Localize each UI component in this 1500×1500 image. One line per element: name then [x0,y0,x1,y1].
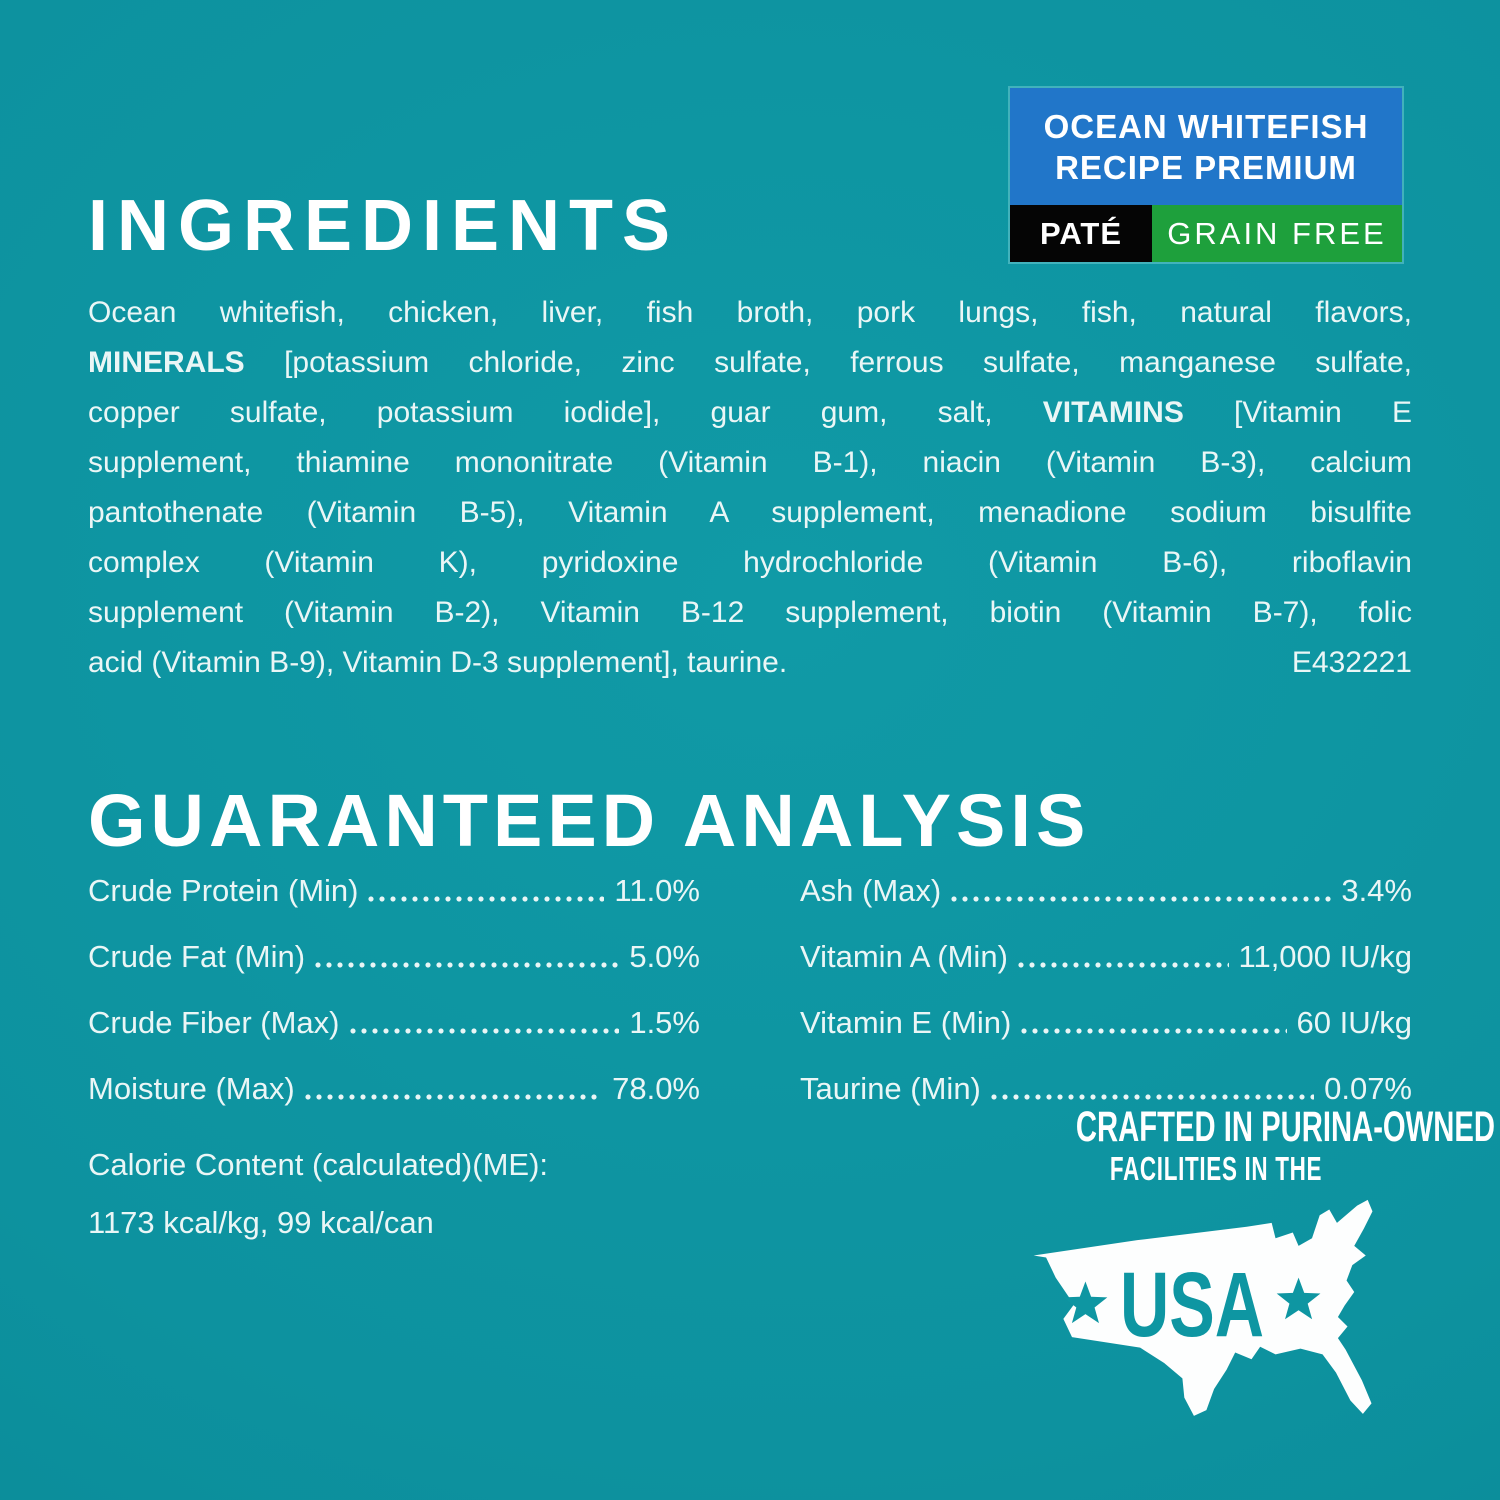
dotted-leader [951,895,1332,903]
dotted-leader [349,1027,620,1035]
analysis-row: Crude Protein (Min) 11.0% [88,872,700,910]
crafted-in-usa-block: CRAFTED IN PURINA-OWNED FACILITIES IN TH… [1010,1103,1496,1436]
analysis-label: Vitamin E (Min) [800,1005,1012,1040]
usa-label: USA [1120,1253,1264,1356]
formula-code: E432221 [1291,646,1412,679]
analysis-row: Ash (Max) 3.4% [800,872,1412,910]
dotted-leader [315,961,620,969]
calorie-content-values: 1173 kcal/kg, 99 kcal/can [88,1205,434,1240]
usa-map: USA [1033,1199,1373,1416]
recipe-badge-tags: PATÉ GRAIN FREE [1010,205,1402,262]
analysis-label: Crude Protein (Min) [88,873,359,908]
dotted-leader [368,895,605,903]
analysis-label: Crude Fat (Min) [88,939,306,974]
ingredients-text: Ocean whitefish, chicken, liver, fish br… [88,288,1412,688]
analysis-value: 11,000 IU/kg [1238,939,1412,974]
analysis-label: Moisture (Max) [88,1071,295,1106]
analysis-value: 1.5% [629,1005,700,1040]
crafted-line2: FACILITIES IN THE [1109,1150,1323,1187]
recipe-badge: OCEAN WHITEFISH RECIPE PREMIUM PATÉ GRAI… [1010,88,1402,262]
ingredients-last-line: acid (Vitamin B-9), Vitamin D-3 suppleme… [88,638,1412,688]
analysis-row: Vitamin E (Min) 60 IU/kg [800,1004,1412,1042]
recipe-title-banner: OCEAN WHITEFISH RECIPE PREMIUM [1010,88,1402,205]
analysis-row: Vitamin A (Min) 11,000 IU/kg [800,938,1412,976]
analysis-row: Moisture (Max) 78.0% [88,1070,700,1108]
analysis-value: 78.0% [612,1071,700,1106]
label-content: INGREDIENTS Ocean whitefish, chicken, li… [88,0,1412,1252]
ingredients-line: copper sulfate, potassium iodide], guar … [88,396,1412,429]
recipe-title-line1: OCEAN WHITEFISH [1043,107,1369,145]
grain-free-tag: GRAIN FREE [1152,205,1402,262]
calorie-content-label: Calorie Content (calculated)(ME): [88,1147,549,1182]
analysis-row: Crude Fiber (Max) 1.5% [88,1004,700,1042]
ingredients-line: Ocean whitefish, chicken, liver, fish br… [88,296,1412,329]
calorie-content: Calorie Content (calculated)(ME): 1173 k… [88,1136,1412,1252]
guaranteed-analysis-heading: GUARANTEED ANALYSIS [88,779,1091,862]
analysis-value: 11.0% [614,873,700,908]
ingredients-line: complex (Vitamin K), pyridoxine hydrochl… [88,546,1412,579]
analysis-label: Taurine (Min) [800,1071,981,1106]
analysis-label: Crude Fiber (Max) [88,1005,340,1040]
analysis-table: Crude Protein (Min) 11.0% Crude Fat (Min) 5… [88,872,1412,1108]
analysis-column-left: Crude Protein (Min) 11.0% Crude Fat (Min) 5… [88,872,700,1108]
dotted-leader [1021,1027,1287,1035]
recipe-title-line2: RECIPE PREMIUM [1055,148,1357,186]
analysis-label: Vitamin A (Min) [800,939,1008,974]
ingredients-line: supplement (Vitamin B-2), Vitamin B-12 s… [88,596,1412,629]
dotted-leader [304,1093,603,1101]
ingredients-line: supplement, thiamine mononitrate (Vitami… [88,446,1412,479]
analysis-row: Crude Fat (Min) 5.0% [88,938,700,976]
pate-tag: PATÉ [1010,205,1152,262]
star-icon [1276,1277,1321,1320]
star-icon [1063,1281,1108,1324]
analysis-value: 0.07% [1324,1071,1412,1106]
ingredients-heading: INGREDIENTS [88,186,680,266]
dotted-leader [1017,961,1229,969]
dotted-leader [990,1093,1315,1101]
analysis-value: 60 IU/kg [1296,1005,1412,1040]
analysis-column-right: Ash (Max) 3.4% Vitamin A (Min) 11,000 IU/kg… [800,872,1412,1108]
ingredients-line: MINERALS [potassium chloride, zinc sulfa… [88,346,1412,379]
usa-silhouette [1033,1199,1373,1416]
analysis-value: 3.4% [1341,873,1412,908]
analysis-value: 5.0% [629,939,700,974]
analysis-row: Taurine (Min) 0.07% [800,1070,1412,1108]
crafted-line1: CRAFTED IN PURINA-OWNED [1075,1103,1496,1151]
analysis-label: Ash (Max) [800,873,942,908]
ingredients-line: pantothenate (Vitamin B-5), Vitamin A su… [88,496,1412,529]
